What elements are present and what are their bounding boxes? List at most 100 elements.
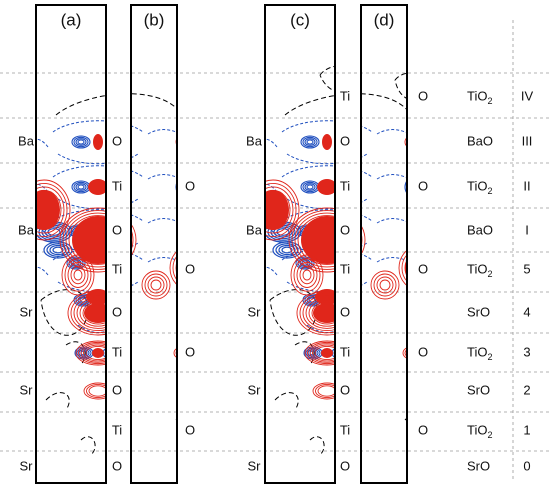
atom-label: Ti <box>112 344 122 359</box>
layer-index: I <box>525 222 529 237</box>
atom-label: Ti <box>112 422 122 437</box>
contour-ring <box>302 269 312 281</box>
contour-ring <box>376 276 394 294</box>
layer-formula: SrO <box>467 304 490 319</box>
panel-a-label: (a) <box>61 10 82 29</box>
atom-label: Sr <box>20 458 34 473</box>
negative-contour <box>52 120 144 133</box>
contour-ring <box>169 245 177 291</box>
contour-ring <box>71 135 91 149</box>
layer-formula: TiO2 <box>467 422 492 440</box>
atom-label: O <box>340 458 350 473</box>
contour-ring <box>76 347 92 359</box>
contour-core <box>315 289 339 305</box>
atom-label: Ti <box>112 178 122 193</box>
contour-ring <box>290 254 324 296</box>
contour-ring <box>406 349 407 357</box>
contour-ring <box>404 252 407 284</box>
contour-core <box>86 289 110 305</box>
contour-ring <box>370 270 400 300</box>
atom-label: O <box>185 344 195 359</box>
atom-label: Ti <box>112 261 122 276</box>
contour-core <box>92 348 104 358</box>
contour-ring <box>67 262 89 288</box>
contour-ring <box>59 207 137 273</box>
layer-index: 0 <box>523 458 530 473</box>
contour-ring <box>296 262 318 288</box>
contour-ring <box>47 228 61 236</box>
atom-label: Ba <box>246 133 263 148</box>
zero-contour <box>55 93 177 256</box>
layer-formula: TiO2 <box>467 344 492 362</box>
atom-label: O <box>112 304 122 319</box>
negative-contour <box>57 153 139 165</box>
contour-ring <box>288 207 366 273</box>
panel-c-frame <box>264 4 336 484</box>
contour-ring <box>73 269 83 281</box>
atom-label: O <box>340 382 350 397</box>
contour-ring <box>265 186 294 234</box>
panel-frames <box>35 4 408 484</box>
contour-ring <box>178 138 186 146</box>
contour-ring <box>302 136 318 148</box>
panel-a-frame <box>35 4 107 484</box>
zero-contour <box>80 436 96 456</box>
figure-labels: (a) (b) (c) (d)BaBaSrSrSrBaBaSrSrSrOTiOTiOT… <box>18 10 533 473</box>
contour-core <box>313 303 341 323</box>
contour-ring <box>401 248 407 288</box>
zero-contour <box>274 392 299 411</box>
layer-formula: TiO2 <box>467 88 492 106</box>
contour-ring <box>295 256 315 270</box>
negative-contour <box>147 218 177 237</box>
atom-label: Sr <box>248 382 262 397</box>
contour-ring <box>75 183 87 191</box>
contour-ring <box>273 226 293 238</box>
contour-ring <box>373 273 397 297</box>
atom-label: O <box>340 133 350 148</box>
negative-contour <box>376 174 407 193</box>
contour-ring <box>404 348 407 358</box>
contour-ring <box>281 246 293 254</box>
layer-index: 4 <box>523 304 530 319</box>
layer-formula: SrO <box>467 458 490 473</box>
contour-ring <box>144 273 168 297</box>
contour-ring <box>73 136 89 148</box>
contour-ring <box>44 226 64 238</box>
contour-ring <box>88 385 108 397</box>
layer-formula: TiO2 <box>467 261 492 279</box>
contour-ring <box>61 254 95 296</box>
negative-contour <box>281 165 373 178</box>
negative-contour <box>286 153 368 165</box>
layer-formula: BaO <box>467 222 493 237</box>
atom-label: O <box>185 178 195 193</box>
atom-label: Sr <box>20 304 34 319</box>
contour-ring <box>402 346 407 360</box>
atom-label: O <box>112 222 122 237</box>
zero-contour <box>269 289 318 336</box>
contour-ring <box>404 135 407 149</box>
contour-ring <box>276 228 290 236</box>
atom-label: O <box>418 178 428 193</box>
contour-ring <box>300 135 320 149</box>
atom-label: Ti <box>340 88 350 103</box>
contour-ring <box>336 296 348 304</box>
zero-contour <box>319 65 358 93</box>
layer-formula: SrO <box>467 382 490 397</box>
contour-ring <box>43 241 73 259</box>
contour-ring <box>36 189 62 231</box>
contour-core <box>322 134 332 150</box>
contour-ring <box>66 256 86 270</box>
contour-ring <box>265 179 300 241</box>
atom-label: Ba <box>18 133 35 148</box>
contour-ring <box>107 296 119 304</box>
atom-label: Ba <box>18 222 35 237</box>
zero-contour <box>309 436 325 456</box>
negative-contour <box>376 218 407 237</box>
contour-ring <box>307 349 319 357</box>
layer-index: IV <box>521 88 534 103</box>
contour-ring <box>141 270 171 300</box>
contour-plots <box>36 65 407 456</box>
contour-ring <box>52 246 64 254</box>
contour-ring <box>62 210 134 270</box>
atom-label: O <box>112 382 122 397</box>
